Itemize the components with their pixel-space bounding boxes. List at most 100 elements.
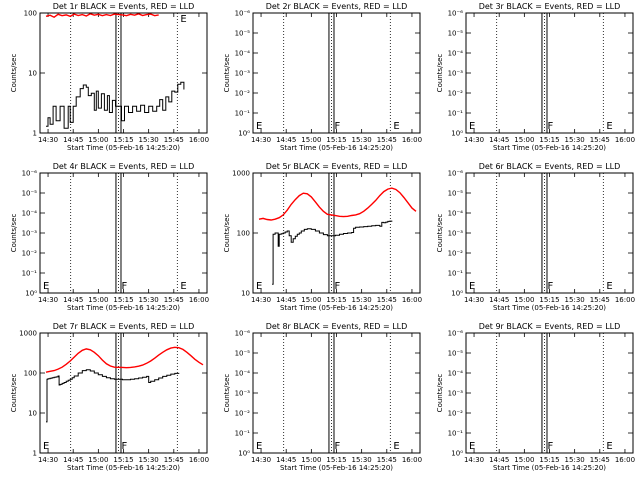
- y-tick-label: 10⁻²: [22, 250, 38, 258]
- y-tick-label: 10⁻³: [448, 70, 464, 78]
- x-tick-label: 14:45: [276, 456, 296, 464]
- y-axis-label: Counts/sec: [223, 54, 231, 93]
- event-marker-label: E: [256, 441, 262, 452]
- y-tick-label: 10⁻⁵: [448, 350, 464, 358]
- y-tick-label: 10⁻³: [235, 70, 251, 78]
- x-tick-label: 14:30: [38, 296, 58, 304]
- y-axis-label: Counts/sec: [436, 214, 444, 253]
- panel-title: Det 3r BLACK = Events, RED = LLD: [479, 2, 621, 11]
- event-marker-label: E: [256, 281, 262, 292]
- panel-title: Det 8r BLACK = Events, RED = LLD: [266, 322, 408, 331]
- y-tick-label: 10⁻⁴: [235, 370, 251, 378]
- event-marker-label: E: [393, 441, 399, 452]
- y-tick-label: 10⁰: [451, 290, 463, 298]
- x-tick-label: 14:30: [251, 456, 271, 464]
- y-tick-label: 10⁻⁴: [448, 210, 464, 218]
- x-axis-label: Start Time (05-Feb-16 14:25:20): [280, 144, 393, 152]
- event-marker-label: F: [547, 281, 553, 292]
- panel-4: Det 4r BLACK = Events, RED = LLD 14:30 14:…: [10, 162, 209, 312]
- y-tick-label: 100: [24, 370, 37, 378]
- y-tick-label: 10⁻⁵: [22, 190, 38, 198]
- x-tick-label: 15:00: [301, 296, 321, 304]
- y-tick-label: 10⁻¹: [448, 110, 464, 118]
- x-tick-label: 15:30: [139, 136, 159, 144]
- event-marker-label: E: [469, 281, 475, 292]
- x-axis-label: Start Time (05-Feb-16 14:25:20): [280, 304, 393, 312]
- panel-2: Det 2r BLACK = Events, RED = LLD 14:30 14:…: [223, 2, 422, 152]
- y-tick-label: 10⁻⁶: [448, 10, 464, 18]
- x-tick-label: 15:15: [113, 456, 133, 464]
- x-tick-label: 14:30: [464, 456, 484, 464]
- x-axis-label: Start Time (05-Feb-16 14:25:20): [493, 144, 606, 152]
- series-events: [46, 81, 185, 129]
- plot-frame: [252, 12, 421, 134]
- x-tick-label: 14:45: [276, 136, 296, 144]
- x-tick-label: 15:00: [514, 136, 534, 144]
- y-tick-label: 10⁻⁴: [448, 50, 464, 58]
- y-tick-label: 1000: [19, 330, 37, 338]
- event-marker-label: F: [334, 441, 340, 452]
- y-tick-label: 10⁻⁶: [22, 170, 38, 178]
- event-marker-label: F: [121, 281, 127, 292]
- panel-1: Det 1r BLACK = Events, RED = LLD 14:30 14:…: [10, 2, 209, 152]
- x-tick-label: 16:00: [189, 296, 209, 304]
- y-tick-label: 10⁻⁴: [22, 210, 38, 218]
- x-tick-label: 16:00: [189, 136, 209, 144]
- panel-3: Det 3r BLACK = Events, RED = LLD 14:30 14:…: [436, 2, 635, 152]
- plot-frame: [465, 172, 634, 294]
- y-tick-label: 10⁻¹: [448, 430, 464, 438]
- x-tick-label: 16:00: [615, 456, 635, 464]
- y-tick-label: 10⁻⁵: [448, 30, 464, 38]
- y-axis-label: Counts/sec: [10, 214, 18, 253]
- series-lld: [45, 13, 159, 19]
- x-tick-label: 16:00: [402, 456, 422, 464]
- y-tick-label: 1: [33, 130, 37, 138]
- event-marker-label: E: [393, 121, 399, 132]
- x-tick-label: 15:45: [377, 136, 397, 144]
- y-tick-label: 10⁻¹: [448, 270, 464, 278]
- y-tick-label: 10⁰: [238, 450, 250, 458]
- event-marker-label: E: [180, 14, 186, 25]
- y-tick-label: 10⁻²: [448, 250, 464, 258]
- y-tick-label: 10⁰: [451, 130, 463, 138]
- y-tick-label: 1: [33, 450, 37, 458]
- panel-title: Det 5r BLACK = Events, RED = LLD: [266, 162, 408, 171]
- x-tick-label: 15:15: [539, 136, 559, 144]
- panel-title: Det 6r BLACK = Events, RED = LLD: [479, 162, 621, 171]
- x-tick-label: 16:00: [402, 296, 422, 304]
- y-axis-label: Counts/sec: [10, 54, 18, 93]
- event-marker-label: F: [334, 121, 340, 132]
- x-tick-label: 15:15: [326, 136, 346, 144]
- y-tick-label: 10⁻⁶: [235, 330, 251, 338]
- x-tick-label: 15:15: [539, 296, 559, 304]
- series-events: [46, 369, 180, 423]
- x-axis-label: Start Time (05-Feb-16 14:25:20): [67, 144, 180, 152]
- panel-9: Det 9r BLACK = Events, RED = LLD 14:30 14:…: [436, 322, 635, 472]
- y-tick-label: 10⁻³: [235, 390, 251, 398]
- x-tick-label: 15:00: [88, 136, 108, 144]
- y-tick-label: 10: [28, 70, 37, 78]
- x-tick-label: 15:45: [164, 136, 184, 144]
- y-tick-label: 10⁻²: [235, 90, 251, 98]
- event-marker-label: F: [547, 121, 553, 132]
- y-axis-label: Counts/sec: [436, 374, 444, 413]
- panel-title: Det 9r BLACK = Events, RED = LLD: [479, 322, 621, 331]
- event-marker-label: E: [180, 281, 186, 292]
- plot-frame: [465, 12, 634, 134]
- y-tick-label: 100: [237, 230, 250, 238]
- plot-frame: [39, 332, 208, 454]
- x-axis-label: Start Time (05-Feb-16 14:25:20): [493, 464, 606, 472]
- panel-5: Det 5r BLACK = Events, RED = LLD 14:30 14:…: [223, 162, 422, 312]
- y-tick-label: 10⁻²: [235, 410, 251, 418]
- x-tick-label: 14:45: [489, 136, 509, 144]
- series-lld: [45, 346, 204, 373]
- x-tick-label: 14:45: [63, 296, 83, 304]
- y-tick-label: 10⁻¹: [235, 430, 251, 438]
- series-lld: [258, 187, 417, 221]
- x-tick-label: 16:00: [615, 136, 635, 144]
- x-tick-label: 14:45: [489, 456, 509, 464]
- y-tick-label: 10⁰: [451, 450, 463, 458]
- x-tick-label: 15:00: [514, 456, 534, 464]
- y-axis-label: Counts/sec: [436, 54, 444, 93]
